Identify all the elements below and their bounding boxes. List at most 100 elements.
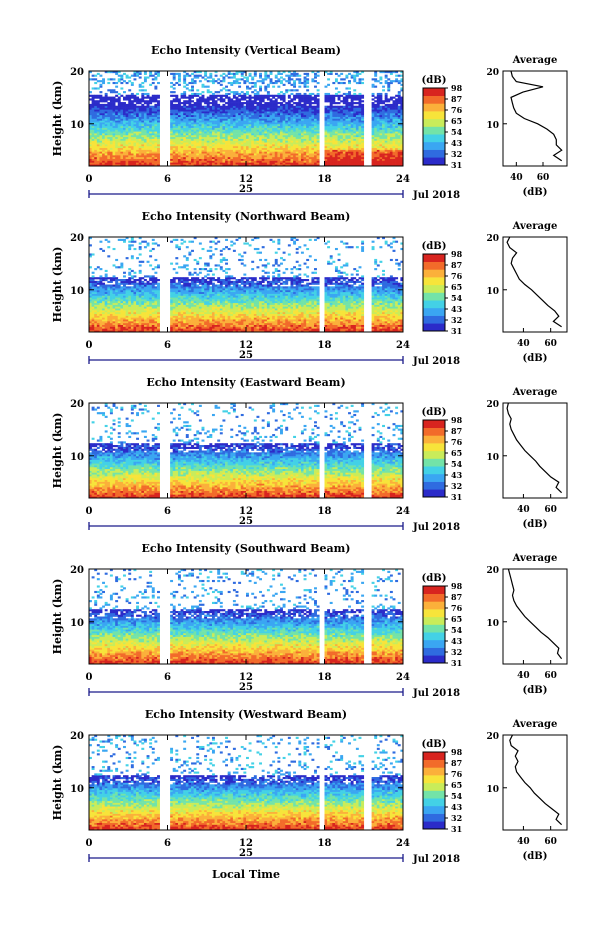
heatmap-cell: [261, 147, 265, 150]
heatmap-cell: [170, 162, 174, 165]
heatmap-cell: [266, 102, 270, 105]
heatmap-cell: [345, 142, 349, 145]
heatmap-cell: [196, 125, 200, 128]
heatmap-cell: [157, 105, 160, 108]
heatmap-cell: [206, 140, 210, 143]
heatmap-cell: [102, 299, 105, 302]
heatmap-cell: [143, 147, 147, 150]
heatmap-cell: [256, 94, 260, 97]
heatmap-cell: [274, 127, 278, 130]
heatmap-cell: [138, 76, 142, 79]
heatmap-cell: [285, 116, 289, 119]
heatmap-cell: [94, 311, 98, 315]
heatmap-cell: [209, 102, 213, 105]
heatmap-cell: [238, 145, 242, 149]
heatmap-cell: [303, 107, 307, 110]
heatmap-cell: [332, 158, 336, 161]
heatmap-cell: [125, 156, 129, 159]
heatmap-cell: [389, 158, 393, 161]
heatmap-cell: [143, 149, 147, 152]
heatmap-cell: [217, 103, 221, 107]
heatmap-cell: [151, 140, 155, 143]
heatmap-cell: [115, 145, 119, 149]
heatmap-cell: [128, 145, 132, 149]
heatmap-cell: [91, 125, 95, 128]
heatmap-cell: [251, 125, 255, 128]
heatmap-cell: [172, 144, 176, 147]
heatmap-cell: [143, 162, 147, 165]
heatmap-cell: [243, 153, 247, 156]
heatmap-cell: [96, 317, 100, 320]
heatmap-cell: [149, 138, 153, 141]
heatmap-cell: [348, 94, 351, 97]
heatmap-cell: [392, 158, 396, 161]
heatmap-cell: [285, 127, 289, 130]
heatmap-cell: [337, 81, 341, 85]
heatmap-cell: [143, 114, 147, 117]
heatmap-cell: [246, 105, 249, 108]
heatmap-cell: [112, 123, 116, 127]
heatmap-cell: [115, 134, 119, 138]
heatmap-cell: [138, 142, 142, 145]
heatmap-cell: [340, 133, 344, 136]
heatmap-cell: [274, 111, 278, 114]
heatmap-cell: [204, 149, 208, 152]
heatmap-cell: [340, 116, 344, 119]
heatmap-cell: [256, 103, 260, 107]
heatmap-cell: [248, 116, 252, 119]
heatmap-cell: [177, 151, 181, 154]
heatmap-cell: [175, 100, 179, 103]
heatmap-cell: [259, 142, 262, 145]
heatmap-cell: [329, 122, 333, 125]
heatmap-cell: [157, 160, 160, 163]
heatmap-cell: [209, 129, 213, 132]
heatmap-cell: [120, 78, 124, 81]
heatmap-cell: [138, 72, 142, 75]
heatmap-cell: [146, 118, 150, 121]
heatmap-cell: [280, 72, 283, 75]
heatmap-cell: [269, 133, 273, 136]
heatmap-cell: [259, 144, 262, 147]
y-tick-label: 10: [70, 120, 84, 131]
heatmap-cell: [240, 149, 244, 152]
heatmap-cell: [285, 105, 289, 108]
heatmap-cell: [177, 83, 181, 86]
heatmap-cell: [348, 116, 351, 119]
heatmap-cell: [264, 118, 268, 121]
heatmap-cell: [324, 111, 328, 114]
heatmap-cell: [374, 122, 378, 125]
heatmap-cell: [295, 131, 299, 134]
heatmap-cell: [107, 114, 111, 117]
heatmap-cell: [395, 162, 399, 165]
panel-0: Echo Intensity (Vertical Beam)1020Height…: [51, 44, 568, 201]
heatmap-cell: [358, 156, 362, 159]
heatmap-cell: [222, 107, 226, 110]
heatmap-cell: [293, 144, 297, 147]
heatmap-cell: [334, 144, 338, 147]
heatmap-cell: [261, 78, 265, 81]
heatmap-cell: [387, 134, 391, 138]
heatmap-cell: [287, 129, 291, 132]
heatmap-cell: [175, 113, 179, 116]
heatmap-cell: [358, 160, 362, 163]
heatmap-cell: [334, 127, 338, 130]
heatmap-cell: [248, 122, 252, 125]
heatmap-cell: [324, 134, 328, 138]
heatmap-cell: [290, 151, 294, 154]
heatmap-cell: [227, 71, 231, 74]
heatmap-cell: [201, 105, 205, 108]
heatmap-cell: [350, 156, 354, 159]
heatmap-cell: [191, 149, 194, 152]
heatmap-cell: [232, 109, 236, 112]
heatmap-cell: [259, 155, 262, 158]
heatmap-cell: [211, 133, 215, 136]
heatmap-cell: [293, 147, 297, 150]
heatmap-cell: [112, 102, 116, 105]
heatmap-cell: [285, 80, 289, 83]
heatmap-cell: [177, 125, 181, 128]
heatmap-cell: [332, 149, 336, 152]
heatmap-cell: [324, 94, 328, 97]
heatmap-cell: [272, 133, 276, 136]
heatmap-cell: [225, 134, 228, 138]
heatmap-cell: [251, 151, 255, 154]
